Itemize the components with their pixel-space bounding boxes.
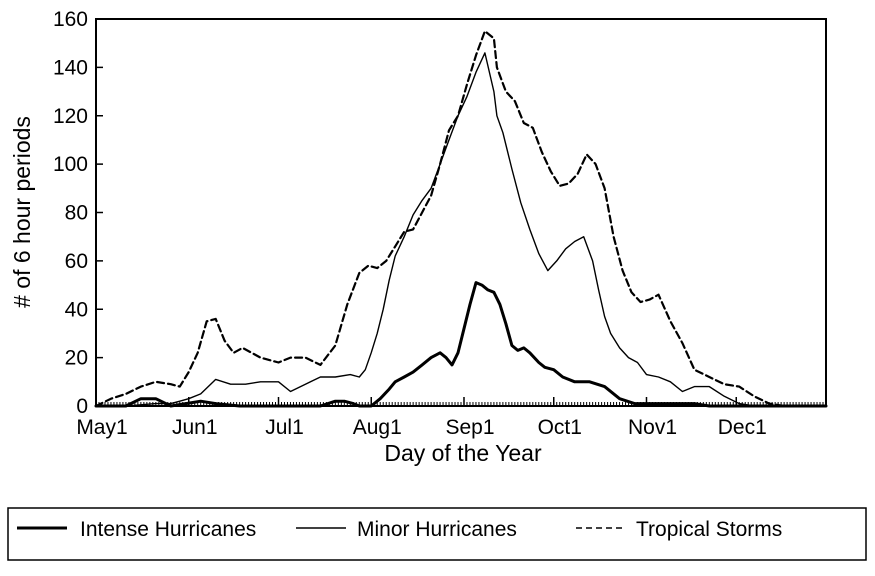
series-line-minor-hurricanes xyxy=(95,52,827,407)
legend: Intense Hurricanes Minor Hurricanes Trop… xyxy=(17,518,782,541)
legend-box xyxy=(7,507,867,561)
x-tick-label: Dec1 xyxy=(718,416,767,439)
y-tick-label: 80 xyxy=(65,202,88,225)
x-tick-label: May1 xyxy=(76,416,127,439)
y-tick-label: 140 xyxy=(53,56,88,79)
x-tick-label: Jun1 xyxy=(172,416,218,439)
x-tick-label: Nov1 xyxy=(628,416,677,439)
y-tick-label: 100 xyxy=(53,153,88,176)
y-tick-label: 120 xyxy=(53,105,88,128)
x-tick-label: Sep1 xyxy=(445,416,494,439)
legend-label-tropical-storms: Tropical Storms xyxy=(636,518,782,541)
y-axis-ticks: 0 20 40 60 80 100 120 140 160 xyxy=(53,8,103,418)
y-tick-label: 160 xyxy=(53,8,88,31)
x-axis-label: Day of the Year xyxy=(384,440,542,466)
x-tick-label: Oct1 xyxy=(538,416,582,439)
x-tick-label: Aug1 xyxy=(353,416,402,439)
y-tick-label: 40 xyxy=(65,298,88,321)
series-line-intense-hurricanes xyxy=(94,281,828,408)
x-tick-label: Jul1 xyxy=(265,416,304,439)
legend-label-intense-hurricanes: Intense Hurricanes xyxy=(80,518,256,541)
y-tick-label: 20 xyxy=(65,347,88,370)
plot-area-frame xyxy=(95,18,827,407)
series-line-tropical-storms xyxy=(94,30,828,408)
series-layer xyxy=(94,30,828,408)
y-tick-label: 60 xyxy=(65,250,88,273)
legend-label-minor-hurricanes: Minor Hurricanes xyxy=(357,518,517,541)
y-axis-label: # of 6 hour periods xyxy=(9,116,35,308)
y-tick-label: 0 xyxy=(76,395,88,418)
